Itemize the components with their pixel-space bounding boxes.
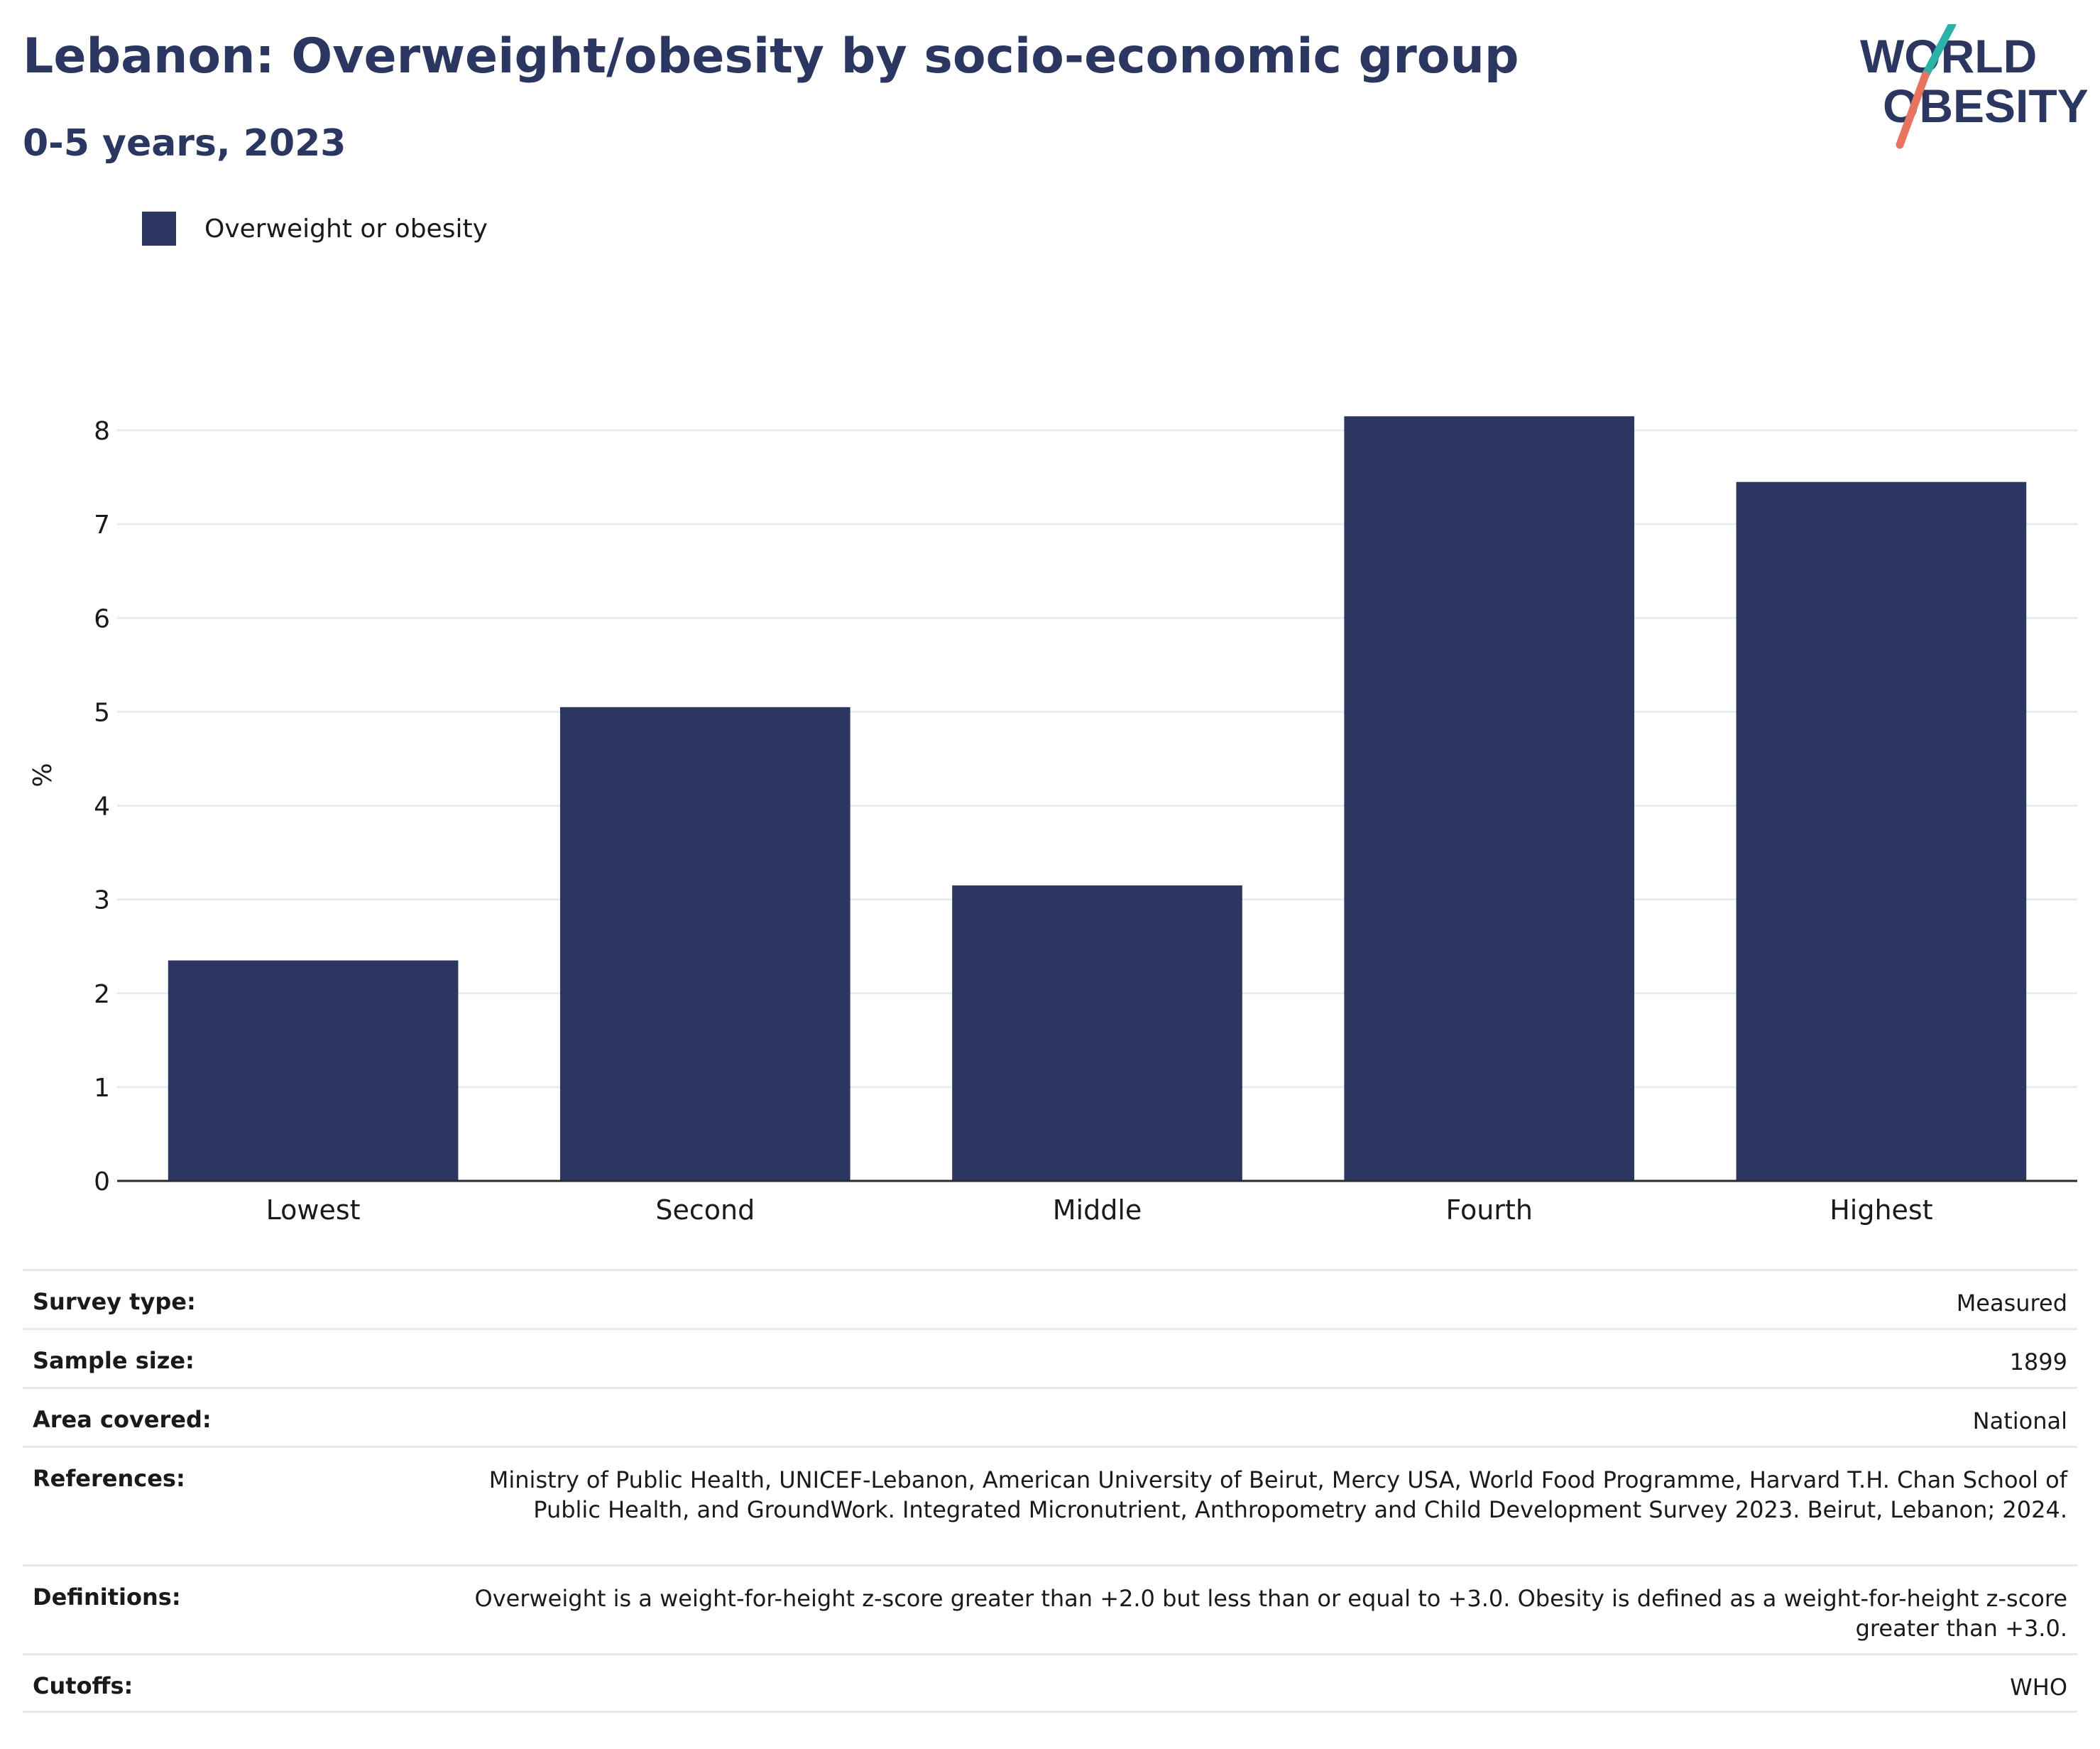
legend-label: Overweight or obesity bbox=[204, 214, 488, 244]
chart-legend: Overweight or obesity bbox=[142, 212, 488, 246]
x-tick-label: Second bbox=[655, 1194, 755, 1226]
y-axis-label: % bbox=[28, 763, 58, 787]
y-tick-label: 2 bbox=[94, 980, 110, 1009]
world-obesity-logo: WORLD OBESITY bbox=[1860, 24, 2087, 149]
y-tick-label: 7 bbox=[94, 511, 110, 540]
y-tick-label: 8 bbox=[94, 417, 110, 446]
y-tick-label: 6 bbox=[94, 604, 110, 633]
bar-second[interactable] bbox=[559, 707, 851, 1181]
info-row: Survey type: Measured bbox=[23, 1269, 2077, 1328]
chart-subtitle: 0-5 years, 2023 bbox=[23, 122, 346, 165]
chart-title: Lebanon: Overweight/obesity by socio-eco… bbox=[23, 28, 1519, 85]
y-tick-label: 5 bbox=[94, 698, 110, 727]
bar-fourth[interactable] bbox=[1344, 416, 1635, 1181]
info-label: Survey type: bbox=[33, 1288, 196, 1315]
x-axis-ticks: Lowest Second Middle Fourth Highest bbox=[266, 1194, 1933, 1226]
info-value: 1899 bbox=[2009, 1348, 2067, 1375]
survey-info-table: Survey type: Measured Sample size: 1899 Area… bbox=[23, 1269, 2077, 1713]
bars bbox=[168, 416, 2027, 1181]
info-value: National bbox=[1972, 1407, 2067, 1434]
info-value: Measured bbox=[1956, 1290, 2067, 1317]
bar-highest[interactable] bbox=[1736, 481, 2027, 1181]
y-tick-label: 0 bbox=[94, 1167, 110, 1197]
info-row: Cutoffs: WHO bbox=[23, 1653, 2077, 1713]
x-tick-label: Middle bbox=[1053, 1194, 1142, 1226]
info-label: Cutoffs: bbox=[33, 1672, 133, 1699]
legend-swatch bbox=[142, 212, 176, 246]
info-label: Area covered: bbox=[33, 1406, 212, 1433]
info-row: References: Ministry of Public Health, UN… bbox=[23, 1446, 2077, 1564]
info-row: Sample size: 1899 bbox=[23, 1328, 2077, 1387]
y-tick-label: 1 bbox=[94, 1074, 110, 1103]
bar-chart: 0 1 2 3 4 5 6 7 8 Lowest Second Middle Fourth Highes… bbox=[28, 416, 2077, 1226]
logo-slash-coral bbox=[1896, 71, 1930, 149]
y-tick-label: 3 bbox=[94, 886, 110, 915]
info-label: References: bbox=[33, 1465, 185, 1492]
info-label: Sample size: bbox=[33, 1347, 195, 1374]
info-value: WHO bbox=[2010, 1674, 2067, 1701]
info-row: Area covered: National bbox=[23, 1387, 2077, 1446]
bar-lowest[interactable] bbox=[168, 960, 459, 1181]
logo-slash-teal bbox=[1921, 24, 1957, 80]
info-value: Overweight is a weight-for-height z-scor… bbox=[474, 1585, 2067, 1642]
info-row: Definitions: Overweight is a weight-for-h… bbox=[23, 1564, 2077, 1653]
info-value: Ministry of Public Health, UNICEF-Lebano… bbox=[488, 1466, 2067, 1523]
x-tick-label: Fourth bbox=[1445, 1194, 1532, 1226]
bar-middle[interactable] bbox=[952, 885, 1242, 1181]
x-tick-label: Highest bbox=[1830, 1194, 1932, 1226]
y-axis-ticks: 0 1 2 3 4 5 6 7 8 bbox=[94, 417, 110, 1197]
y-tick-label: 4 bbox=[94, 792, 110, 822]
info-label: Definitions: bbox=[33, 1584, 181, 1611]
x-tick-label: Lowest bbox=[266, 1194, 361, 1226]
